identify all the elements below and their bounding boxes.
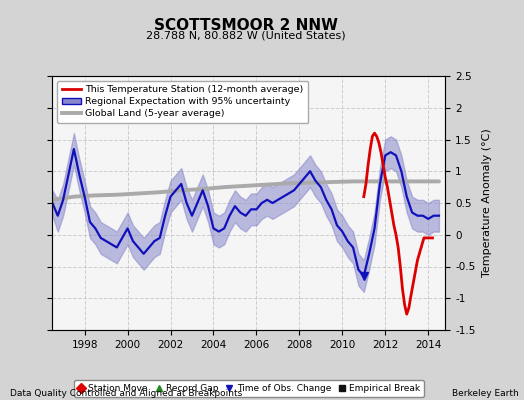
Text: Data Quality Controlled and Aligned at Breakpoints: Data Quality Controlled and Aligned at B… [10, 389, 243, 398]
Legend: Station Move, Record Gap, Time of Obs. Change, Empirical Break: Station Move, Record Gap, Time of Obs. C… [74, 380, 424, 397]
Text: SCOTTSMOOR 2 NNW: SCOTTSMOOR 2 NNW [154, 18, 339, 33]
Y-axis label: Temperature Anomaly (°C): Temperature Anomaly (°C) [483, 129, 493, 277]
Text: 28.788 N, 80.882 W (United States): 28.788 N, 80.882 W (United States) [147, 30, 346, 40]
Text: Berkeley Earth: Berkeley Earth [452, 389, 519, 398]
